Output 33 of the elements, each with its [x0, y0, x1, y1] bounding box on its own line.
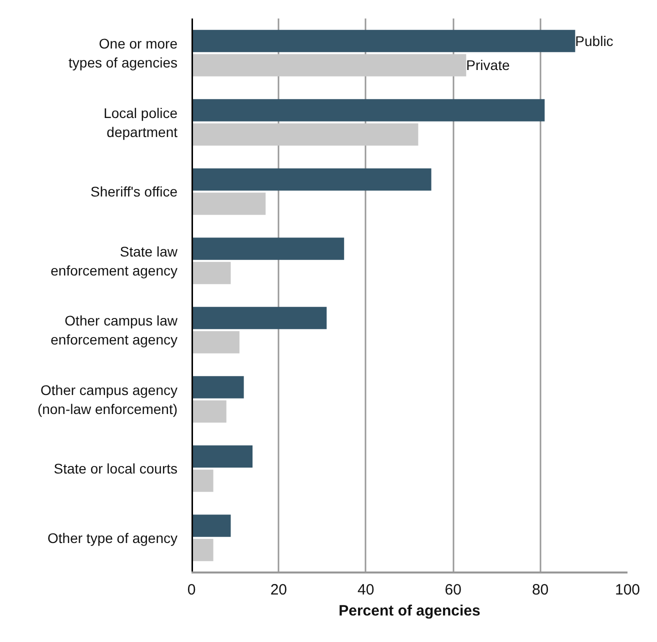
x-tick-label: 0 — [187, 582, 196, 598]
y-tick-label: Other campus agency (non-law enforcement) — [37, 382, 178, 417]
y-tick-label: State or local courts — [54, 460, 178, 477]
bar — [192, 30, 576, 52]
x-axis-title: Percent of agencies — [338, 602, 480, 620]
bar — [192, 400, 226, 423]
y-tick-label: State law enforcement agency — [50, 243, 178, 278]
bar — [192, 376, 244, 398]
bar — [192, 262, 231, 284]
x-tick-label: 80 — [532, 582, 549, 598]
bar — [192, 238, 344, 260]
x-tick-label: 100 — [614, 582, 640, 598]
bar — [192, 514, 231, 537]
bar — [192, 470, 214, 492]
y-tick-label: Sheriff's office — [90, 184, 178, 200]
x-tick-label: 60 — [444, 582, 462, 598]
x-tick-label: 20 — [270, 582, 288, 598]
bar — [192, 306, 327, 330]
series-label: Public — [575, 33, 614, 50]
y-tick-label: Other campus law enforcement agency — [50, 312, 178, 348]
x-tick-label: 40 — [358, 582, 374, 598]
bar — [192, 538, 214, 562]
y-tick-label: Local police department — [104, 104, 178, 140]
bar — [192, 331, 240, 354]
y-tick-label: One or more types of agencies — [68, 36, 178, 71]
y-tick-label: Other type of agency — [48, 530, 178, 546]
bar — [192, 54, 466, 76]
bar — [192, 99, 545, 122]
bar — [192, 445, 253, 468]
bar — [192, 168, 432, 191]
bar — [192, 123, 418, 146]
bar — [192, 192, 266, 215]
series-label: Private — [466, 57, 510, 74]
